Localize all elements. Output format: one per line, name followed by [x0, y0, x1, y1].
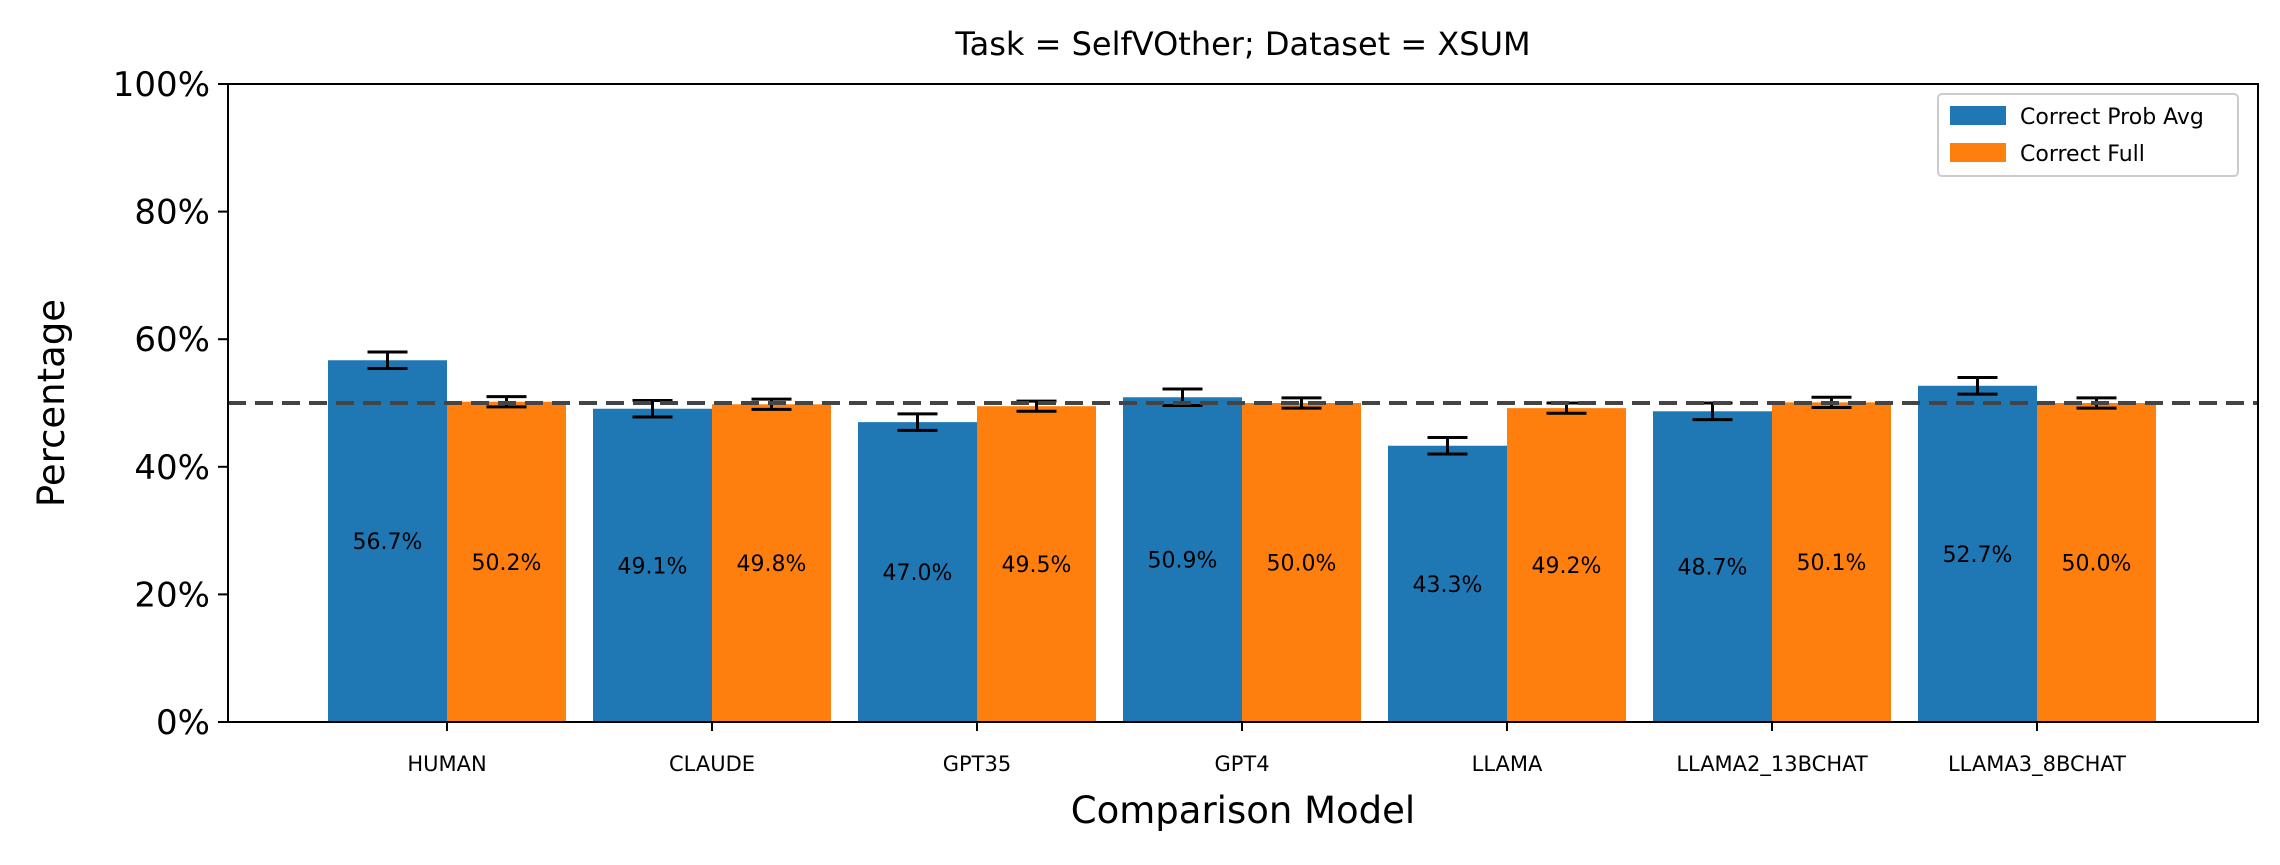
y-axis-title: Percentage [30, 299, 73, 507]
x-axis-title: Comparison Model [1071, 789, 1415, 832]
bars-layer [328, 360, 2156, 722]
error-bar-correct-prob-avg-gpt35 [897, 412, 938, 432]
bar-label-correct-full-gpt4: 50.0% [1267, 552, 1337, 577]
bar-label-correct-prob-avg-human: 56.7% [353, 530, 423, 555]
bar-label-correct-full-llama: 49.2% [1532, 554, 1602, 579]
bar-correct-full-gpt35 [977, 406, 1096, 722]
y-tick-label: 0% [156, 703, 210, 743]
bar-label-correct-full-llama2_13bchat: 50.1% [1797, 551, 1867, 576]
bar-correct-prob-avg-llama2_13bchat [1653, 411, 1772, 722]
bar-correct-full-llama3_8bchat [2037, 403, 2156, 722]
error-bar-correct-prob-avg-claude [632, 398, 673, 419]
y-axis: 0% 20% 40% 60% 80% 100% [113, 65, 228, 743]
bar-label-correct-prob-avg-llama: 43.3% [1413, 573, 1483, 598]
x-tick-label-human: HUMAN [407, 752, 486, 776]
bar-correct-full-llama2_13bchat [1772, 402, 1891, 722]
bar-correct-prob-avg-claude [593, 408, 712, 722]
bar-label-correct-full-claude: 49.8% [737, 552, 807, 577]
bar-correct-prob-avg-llama3_8bchat [1918, 385, 2037, 722]
error-bar-correct-full-gpt4 [1281, 396, 1322, 410]
bar-correct-full-claude [712, 404, 831, 722]
y-tick-label: 80% [134, 193, 210, 233]
legend-frame [1937, 93, 2239, 177]
bar-correct-prob-avg-human [328, 360, 447, 722]
x-tick-label-llama2_13bchat: LLAMA2_13BCHAT [1676, 752, 1868, 777]
bar-correct-prob-avg-llama [1388, 445, 1507, 722]
x-tick-label-claude: CLAUDE [669, 752, 755, 776]
legend-label-correct-full: Correct Full [2020, 142, 2145, 167]
chart-title: Task = SelfVOther; Dataset = XSUM [954, 25, 1530, 63]
x-tick-label-gpt4: GPT4 [1214, 752, 1269, 776]
y-tick-label: 20% [134, 575, 210, 615]
legend-swatch-correct-prob-avg [1950, 106, 2006, 125]
legend: Correct Prob Avg Correct Full [1937, 93, 2239, 177]
bar-correct-full-gpt4 [1242, 403, 1361, 722]
bar-correct-prob-avg-gpt4 [1123, 397, 1242, 722]
bar-label-correct-full-gpt35: 49.5% [1002, 553, 1072, 578]
bar-label-correct-prob-avg-claude: 49.1% [618, 554, 688, 579]
bar-correct-full-human [447, 401, 566, 722]
bar-label-correct-prob-avg-gpt35: 47.0% [883, 561, 953, 586]
bar-label-correct-prob-avg-llama2_13bchat: 48.7% [1678, 556, 1748, 581]
error-bar-correct-prob-avg-llama [1427, 435, 1468, 456]
bar-labels-layer: 56.7% 50.2% 49.1% 49.8% 47.0% 49.5% 50.9% 50.0%… [353, 530, 2132, 598]
error-bar-correct-prob-avg-llama3_8bchat [1957, 375, 1998, 396]
bar-correct-full-llama [1507, 408, 1626, 722]
legend-swatch-correct-full [1950, 143, 2006, 162]
x-tick-label-gpt35: GPT35 [943, 752, 1012, 776]
bar-label-correct-prob-avg-llama3_8bchat: 52.7% [1943, 543, 2013, 568]
y-tick-label: 100% [113, 65, 210, 105]
bar-correct-prob-avg-gpt35 [858, 422, 977, 722]
x-tick-label-llama3_8bchat: LLAMA3_8BCHAT [1948, 752, 2126, 777]
y-tick-label: 60% [134, 320, 210, 360]
y-tick-label: 40% [134, 448, 210, 488]
bar-label-correct-prob-avg-gpt4: 50.9% [1148, 549, 1218, 574]
error-bar-correct-prob-avg-human [367, 350, 408, 371]
x-axis: HUMAN CLAUDE GPT35 GPT4 LLAMA LLAMA2_13BCHAT L… [407, 722, 2126, 777]
bar-label-correct-full-llama3_8bchat: 50.0% [2062, 552, 2132, 577]
x-tick-label-llama: LLAMA [1472, 752, 1543, 776]
legend-label-correct-prob-avg: Correct Prob Avg [2020, 105, 2204, 130]
bar-label-correct-full-human: 50.2% [472, 551, 542, 576]
